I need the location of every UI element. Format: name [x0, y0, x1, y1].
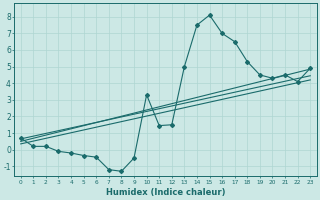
X-axis label: Humidex (Indice chaleur): Humidex (Indice chaleur) — [106, 188, 225, 197]
